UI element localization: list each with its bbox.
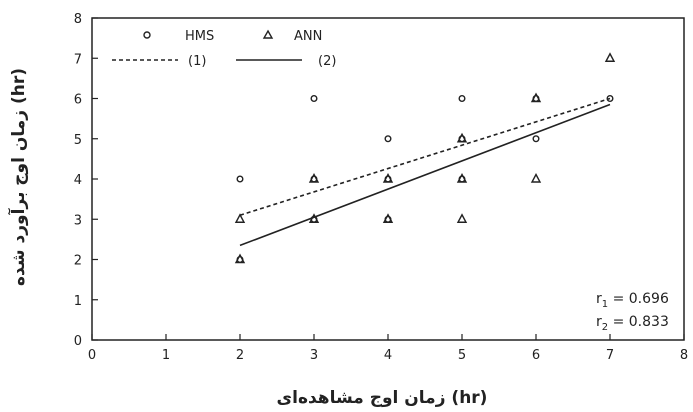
hms-point [310, 94, 318, 102]
correlation-annotation: r1 = 0.696 r2 = 0.833 [596, 291, 669, 333]
ann-point [530, 92, 542, 103]
legend-ann-marker [262, 29, 274, 39]
y-tick-label: 2 [74, 254, 82, 269]
y-tick-label: 0 [74, 334, 82, 349]
r1-label: r1 = 0.696 [596, 291, 669, 310]
legend-hms-label: HMS [185, 29, 214, 44]
ann-point [456, 132, 468, 143]
ann-point [308, 173, 320, 183]
r2-value: = 0.833 [613, 314, 669, 330]
ann-point [382, 173, 394, 183]
ann-point [234, 213, 246, 223]
y-tick-label: 7 [74, 52, 82, 67]
x-tick-label: 7 [606, 348, 614, 363]
hms-point [532, 135, 540, 143]
fit-lines-layer [239, 97, 611, 247]
r1-value: = 0.696 [613, 291, 669, 307]
legend-hms-marker [143, 31, 151, 39]
x-tick-label: 8 [680, 348, 688, 363]
x-tick-label: 2 [236, 348, 244, 363]
hms-point [236, 175, 244, 183]
ann-point [530, 173, 542, 183]
legend-ann-label: ANN [294, 29, 322, 44]
x-tick-label: 0 [88, 348, 96, 363]
x-tick-label: 3 [310, 348, 318, 363]
y-tick-label: 4 [74, 173, 82, 188]
ann-point [308, 213, 320, 223]
ann-point [456, 173, 468, 183]
legend-line2-label: (2) [318, 54, 336, 69]
ann-point [604, 52, 616, 62]
y-axis-title: زمان اوج برآورد شده (hr) [7, 68, 29, 286]
x-tick-label: 4 [384, 348, 392, 363]
r2-label: r2 = 0.833 [596, 314, 669, 333]
fit-line-2-solid [239, 103, 611, 247]
y-tick-label: 3 [74, 213, 82, 228]
hms-point [606, 94, 614, 102]
y-tick-label: 1 [74, 294, 82, 309]
fit-line-1-dashed [239, 97, 611, 216]
x-axis-title: زمان اوج مشاهده‌ای (hr) [277, 388, 488, 408]
x-tick-label: 5 [458, 348, 466, 363]
y-tick-label: 6 [74, 93, 82, 108]
hms-point [384, 135, 392, 143]
ticks-layer: 0 1 2 3 4 5 6 7 8 0 1 2 3 4 5 6 7 8 [74, 12, 688, 363]
y-tick-label: 8 [74, 12, 82, 27]
legend-line1-label: (1) [188, 54, 206, 69]
y-tick-label: 5 [74, 133, 82, 148]
ann-point [234, 253, 246, 264]
x-tick-label: 1 [162, 348, 170, 363]
hms-point [458, 94, 466, 102]
legend: HMS ANN (1) (2) [112, 29, 336, 69]
ann-point [456, 213, 468, 223]
ann-point [382, 213, 394, 223]
points-layer [234, 52, 616, 264]
x-tick-label: 6 [532, 348, 540, 363]
